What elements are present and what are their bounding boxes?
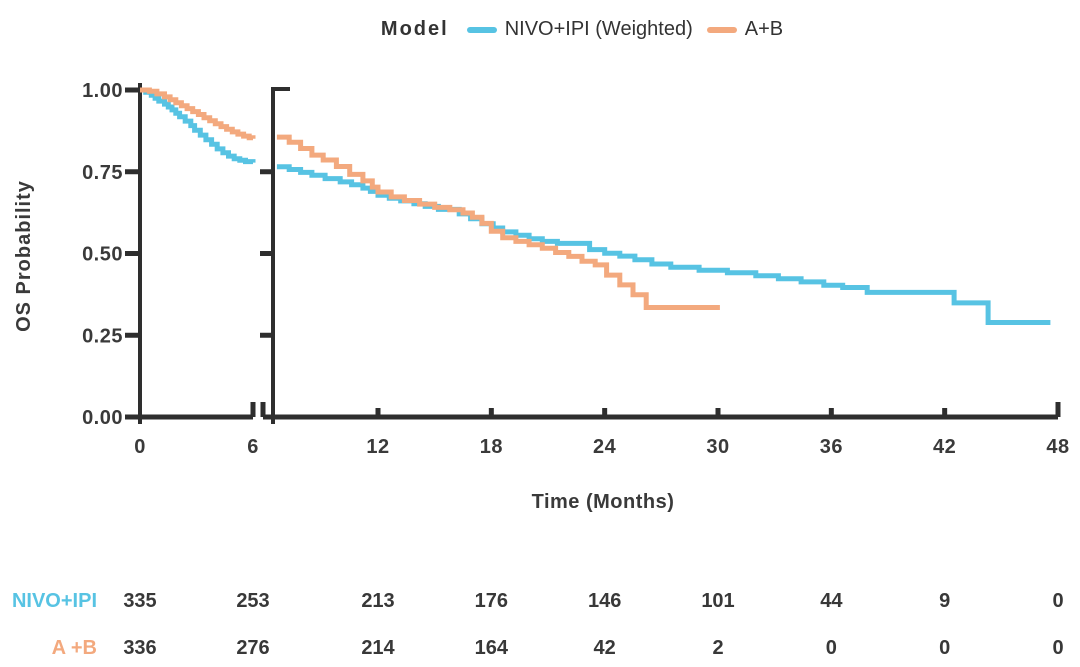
km-curve-a-plus-b-panel2 — [276, 134, 720, 310]
km-curve-nivo-ipi-panel2 — [276, 164, 1051, 325]
risk-row-label-nivo-ipi: NIVO+IPI — [11, 590, 97, 612]
risk-count: 44 — [820, 590, 843, 612]
risk-count: 146 — [587, 590, 622, 612]
legend: Model NIVO+IPI (Weighted) A+B — [42, 18, 1080, 41]
legend-title: Model — [380, 18, 449, 40]
km-curve-nivo-ipi-panel1 — [140, 87, 256, 165]
x-tick-label: 48 — [1046, 436, 1069, 458]
y-tick-label: 0.75 — [82, 162, 123, 184]
y-tick-label: 0.25 — [82, 325, 123, 347]
legend-item-nivo-ipi: NIVO+IPI (Weighted) — [466, 18, 693, 41]
risk-count: 214 — [361, 637, 395, 659]
risk-count: 335 — [123, 590, 157, 612]
risk-count: 336 — [123, 637, 157, 659]
risk-count: 0 — [1052, 637, 1064, 659]
risk-count: 276 — [236, 637, 270, 659]
risk-count: 42 — [593, 637, 616, 659]
risk-count: 9 — [939, 590, 951, 612]
x-tick-label: 0 — [134, 436, 146, 458]
risk-row-label-a-plus-b: A +B — [51, 637, 97, 659]
legend-swatch-nivo-ipi — [466, 26, 497, 33]
risk-count: 2 — [712, 637, 724, 659]
risk-count: 253 — [236, 590, 270, 612]
km-curve-a-plus-b-panel1 — [140, 87, 256, 141]
y-tick-label: 1.00 — [82, 80, 123, 102]
x-tick-label: 42 — [933, 436, 956, 458]
x-tick-label: 18 — [480, 436, 503, 458]
legend-swatch-a-plus-b — [706, 26, 737, 33]
legend-label-a-plus-b: A+B — [744, 18, 784, 40]
x-tick-label: 24 — [593, 436, 617, 458]
legend-label-nivo-ipi: NIVO+IPI (Weighted) — [504, 18, 693, 40]
x-tick-label: 30 — [706, 436, 729, 458]
y-tick-label: 0.50 — [82, 244, 123, 266]
risk-count: 176 — [474, 590, 509, 612]
risk-count: 213 — [361, 590, 395, 612]
x-tick-label: 6 — [247, 436, 259, 458]
y-tick-label: 0.00 — [82, 407, 123, 429]
x-axis-title: Time (Months) — [531, 491, 675, 513]
legend-item-a-plus-b: A+B — [706, 18, 784, 41]
x-tick-label: 12 — [366, 436, 389, 458]
risk-count: 0 — [825, 637, 837, 659]
x-tick-label: 36 — [820, 436, 843, 458]
risk-count: 0 — [939, 637, 951, 659]
risk-count: 164 — [474, 637, 509, 659]
risk-count: 0 — [1052, 590, 1064, 612]
risk-count: 101 — [701, 590, 735, 612]
